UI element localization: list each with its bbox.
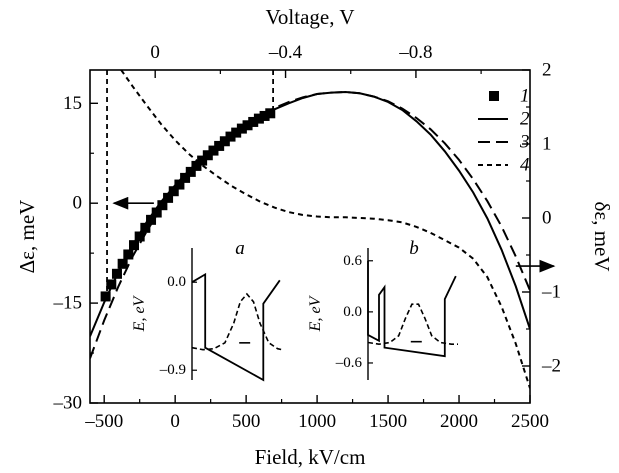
y-left-tick-label: –15 bbox=[53, 293, 83, 314]
series-1-point bbox=[129, 240, 139, 251]
y-axis-title-left: Δε, meV bbox=[15, 200, 39, 274]
x-bottom-tick-label: 2500 bbox=[511, 411, 549, 432]
legend-label-3: 3 bbox=[519, 132, 530, 153]
x-bottom-tick-label: 2000 bbox=[440, 411, 478, 432]
y-right-tick-label: 2 bbox=[542, 60, 552, 81]
x-bottom-tick-label: 500 bbox=[232, 411, 261, 432]
series-1-point bbox=[253, 113, 264, 124]
series-1-point bbox=[185, 166, 196, 177]
series-1-point bbox=[236, 123, 247, 134]
inset-b-tick-label: –0.6 bbox=[335, 355, 363, 371]
inset-b-letter: b bbox=[409, 238, 419, 259]
series-1-point bbox=[248, 116, 259, 127]
inset-b-wavefunction bbox=[367, 303, 458, 346]
inset-a-tick-label: 0.0 bbox=[167, 274, 186, 290]
y-right-tick-label: 1 bbox=[542, 134, 552, 155]
inset-a-band-profile bbox=[191, 272, 281, 382]
inset-b-tick-label: 0.6 bbox=[343, 253, 362, 269]
x-bottom-tick-label: 1000 bbox=[298, 411, 336, 432]
series-1-point bbox=[100, 291, 111, 302]
inset-a-letter: a bbox=[235, 238, 245, 259]
x-bottom-tick-label: 1500 bbox=[369, 411, 407, 432]
series-1-point bbox=[208, 145, 219, 156]
series-1-point bbox=[106, 279, 117, 290]
inset-a-wavefunction bbox=[191, 292, 283, 351]
inset-a-tick-label: –0.9 bbox=[159, 362, 186, 378]
series-1-point bbox=[219, 136, 230, 147]
series-1-point bbox=[197, 155, 208, 166]
series-1-point bbox=[134, 231, 145, 242]
x-bottom-tick-label: –500 bbox=[84, 411, 123, 432]
series-1-markers bbox=[100, 108, 276, 302]
series-1-point bbox=[174, 179, 185, 190]
x-axis-title-bottom: Field, kV/cm bbox=[255, 445, 366, 469]
inset-b-y-title: E, eV bbox=[307, 294, 324, 332]
series-1-point bbox=[140, 222, 151, 233]
legend-label-1: 1 bbox=[520, 86, 530, 107]
legend-label-2: 2 bbox=[520, 109, 530, 130]
data-series bbox=[90, 70, 530, 389]
y-right-tick-label: –2 bbox=[541, 356, 561, 377]
x-axis-title-top: Voltage, V bbox=[265, 5, 354, 29]
series-1-point bbox=[146, 214, 157, 225]
legend-label-4: 4 bbox=[520, 155, 530, 176]
inset-b: 0.6 0.0 –0.6 E, eV b bbox=[307, 238, 458, 380]
y-right-tick-label: –1 bbox=[541, 282, 561, 303]
series-1-point bbox=[202, 150, 213, 161]
series-1-point bbox=[225, 131, 236, 142]
x-top-tick-label: 0 bbox=[150, 42, 160, 63]
y-left-tick-label: 15 bbox=[63, 93, 82, 114]
inset-a: 0.0 –0.9 E, eV a bbox=[131, 238, 283, 382]
x-top-tick-label: –0.8 bbox=[398, 42, 432, 63]
inset-b-tick-label: 0.0 bbox=[343, 304, 362, 320]
y-left-tick-label: –30 bbox=[53, 393, 83, 414]
series-1-point bbox=[151, 207, 162, 218]
y-right-tick-label: 0 bbox=[542, 208, 552, 229]
plot-frame-rect bbox=[89, 69, 531, 404]
insets: 0.0 –0.9 E, eV a 0.6 0.0 –0.6 E, eV b bbox=[131, 238, 458, 382]
series-1-point bbox=[242, 120, 253, 131]
x-bottom-tick-label: 0 bbox=[170, 411, 180, 432]
inset-b-band-profile bbox=[367, 260, 457, 358]
x-top-tick-label: –0.4 bbox=[268, 42, 303, 63]
series-1-point bbox=[259, 110, 270, 121]
plot-frame bbox=[89, 69, 531, 404]
series-4-line bbox=[120, 70, 530, 389]
series-2-line bbox=[90, 90, 530, 337]
series-1-point bbox=[265, 108, 276, 119]
series-1-point bbox=[214, 140, 225, 151]
y-left-tick-label: 0 bbox=[73, 193, 83, 214]
axis-ticks bbox=[90, 69, 531, 404]
y-axis-title-right: δε, meV bbox=[590, 201, 614, 271]
inset-a-y-title: E, eV bbox=[131, 294, 148, 332]
series-1-point bbox=[163, 192, 174, 203]
series-1-point bbox=[231, 127, 242, 138]
legend-marker-1 bbox=[489, 91, 499, 101]
annotations bbox=[112, 196, 556, 273]
series-3-line bbox=[90, 90, 530, 359]
